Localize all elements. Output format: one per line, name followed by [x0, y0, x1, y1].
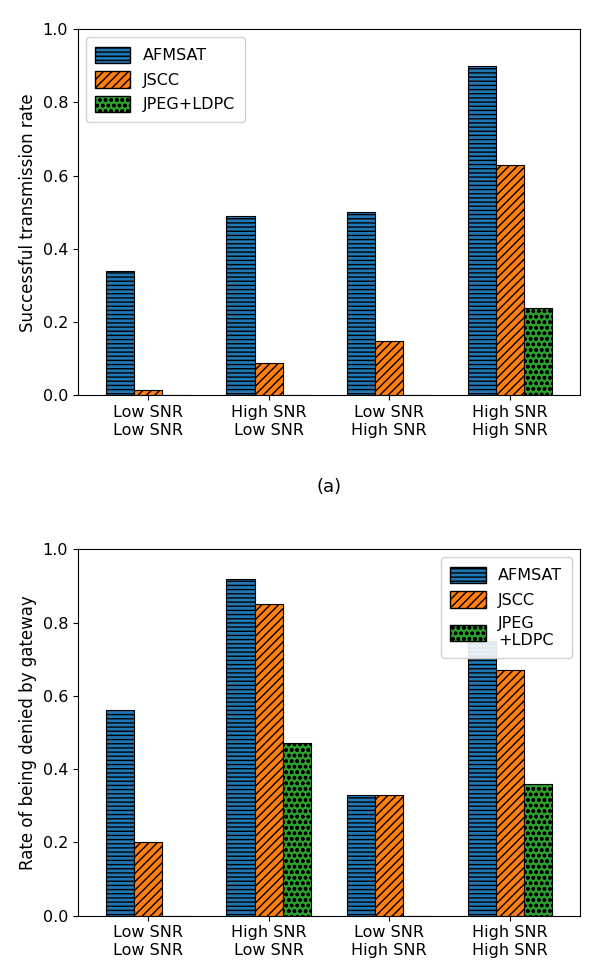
- Y-axis label: Rate of being denied by gateway: Rate of being denied by gateway: [19, 595, 37, 870]
- Bar: [375, 795, 403, 916]
- Bar: [524, 784, 552, 916]
- Bar: [375, 341, 403, 395]
- Bar: [347, 212, 375, 395]
- Bar: [227, 579, 255, 916]
- Bar: [468, 641, 496, 916]
- Bar: [106, 710, 134, 916]
- Bar: [283, 743, 311, 916]
- Bar: [227, 216, 255, 395]
- Bar: [255, 362, 283, 395]
- Bar: [347, 795, 375, 916]
- Bar: [134, 843, 162, 916]
- Bar: [524, 308, 552, 395]
- Bar: [106, 271, 134, 395]
- Text: (a): (a): [316, 478, 341, 496]
- Bar: [468, 66, 496, 395]
- Bar: [134, 390, 162, 395]
- Bar: [496, 670, 524, 916]
- Bar: [496, 165, 524, 395]
- Legend: AFMSAT, JSCC, JPEG+LDPC: AFMSAT, JSCC, JPEG+LDPC: [86, 37, 245, 122]
- Y-axis label: Successful transmission rate: Successful transmission rate: [19, 94, 37, 332]
- Legend: AFMSAT, JSCC, JPEG
+LDPC: AFMSAT, JSCC, JPEG +LDPC: [441, 557, 572, 658]
- Bar: [255, 604, 283, 916]
